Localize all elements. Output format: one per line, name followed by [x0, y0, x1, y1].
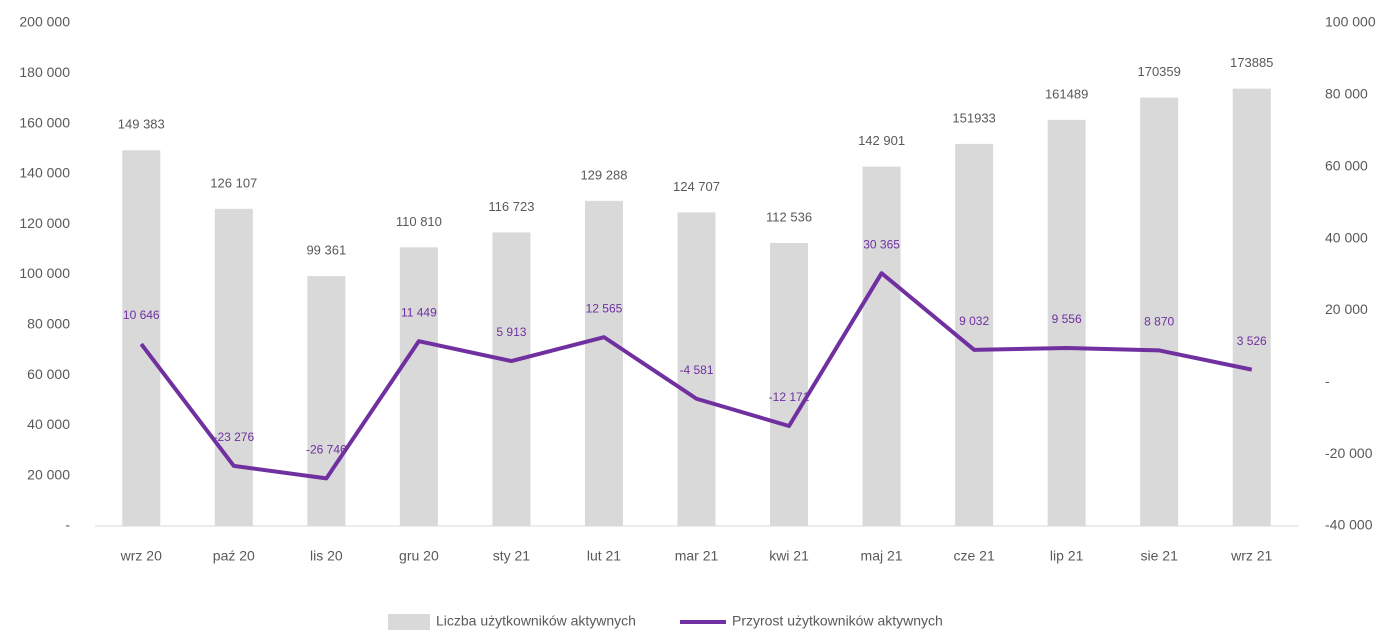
- bar: [1047, 119, 1086, 526]
- bar-value-label: 161489: [1045, 86, 1088, 101]
- y-tick-label: 100 000: [19, 265, 70, 281]
- x-tick-label: lip 21: [1050, 548, 1084, 564]
- bar: [214, 208, 253, 527]
- line-value-label: 8 870: [1144, 315, 1174, 329]
- line-value-label: 9 556: [1052, 312, 1082, 326]
- line-value-label: -12 171: [769, 390, 810, 404]
- y2-tick-label: -40 000: [1325, 517, 1373, 533]
- x-tick-label: wrz 20: [120, 548, 162, 564]
- bar-value-label: 99 361: [306, 243, 346, 258]
- y-tick-label: 60 000: [27, 366, 70, 382]
- bar: [584, 200, 623, 526]
- line-value-label: 12 565: [586, 301, 623, 315]
- x-tick-label: sie 21: [1141, 548, 1179, 564]
- line-value-label: -23 276: [213, 430, 254, 444]
- x-tick-label: gru 20: [399, 548, 439, 564]
- y2-tick-label: 80 000: [1325, 86, 1368, 102]
- bar: [1140, 97, 1179, 526]
- x-tick-label: cze 21: [953, 548, 994, 564]
- line-value-label: 10 646: [123, 308, 160, 322]
- y2-tick-label: 40 000: [1325, 229, 1368, 245]
- y2-tick-label: 20 000: [1325, 301, 1368, 317]
- bar-value-label: 124 707: [673, 179, 720, 194]
- line-value-label: -26 746: [306, 443, 347, 457]
- bar: [770, 242, 809, 526]
- y-tick-label: 20 000: [27, 466, 70, 482]
- x-tick-label: paź 20: [213, 548, 255, 564]
- x-tick-label: sty 21: [493, 548, 531, 564]
- bar-value-label: 126 107: [210, 175, 257, 190]
- bar-value-label: 151933: [952, 110, 995, 125]
- y-tick-label: 140 000: [19, 165, 70, 181]
- bar: [122, 150, 161, 526]
- bar: [955, 143, 994, 527]
- x-tick-label: wrz 21: [1230, 548, 1272, 564]
- x-tick-label: kwi 21: [769, 548, 809, 564]
- x-tick-label: maj 21: [861, 548, 903, 564]
- line-value-label: 30 365: [863, 237, 900, 251]
- line-value-label: -4 581: [679, 363, 713, 377]
- bar-value-label: 170359: [1137, 64, 1180, 79]
- y-tick-label: -: [65, 517, 70, 533]
- bar-value-label: 116 723: [488, 199, 534, 214]
- legend-label: Liczba użytkowników aktywnych: [436, 613, 636, 629]
- line-value-label: 3 526: [1237, 334, 1267, 348]
- x-tick-label: mar 21: [675, 548, 719, 564]
- bar-value-label: 142 901: [858, 133, 905, 148]
- legend-label: Przyrost użytkowników aktywnych: [732, 613, 943, 629]
- y-tick-label: 120 000: [19, 215, 70, 231]
- bar: [492, 232, 531, 526]
- x-tick-label: lis 20: [310, 548, 343, 564]
- y2-tick-label: -20 000: [1325, 445, 1373, 461]
- line-value-label: 11 449: [401, 305, 437, 319]
- bar-value-label: 110 810: [396, 214, 442, 229]
- x-tick-label: lut 21: [587, 548, 621, 564]
- bar: [307, 276, 346, 526]
- bar-value-label: 173885: [1230, 55, 1273, 70]
- y-tick-label: 160 000: [19, 114, 70, 130]
- y2-tick-label: 100 000: [1325, 14, 1376, 30]
- bar-value-label: 149 383: [118, 117, 165, 132]
- bar: [677, 212, 716, 527]
- line-value-label: 9 032: [959, 314, 989, 328]
- bar: [1232, 88, 1271, 526]
- line: [139, 271, 1253, 481]
- bar-value-label: 112 536: [766, 209, 812, 224]
- bar: [399, 247, 438, 526]
- y-tick-label: 40 000: [27, 416, 70, 432]
- y2-tick-label: -: [1325, 373, 1330, 389]
- line-value-label: 5 913: [496, 325, 526, 339]
- bar: [862, 166, 901, 526]
- y2-tick-label: 60 000: [1325, 157, 1368, 173]
- y-tick-label: 80 000: [27, 316, 70, 332]
- y-tick-label: 200 000: [19, 14, 70, 30]
- bar-value-label: 129 288: [580, 167, 627, 182]
- legend-swatch: [388, 614, 430, 630]
- y-tick-label: 180 000: [19, 64, 70, 80]
